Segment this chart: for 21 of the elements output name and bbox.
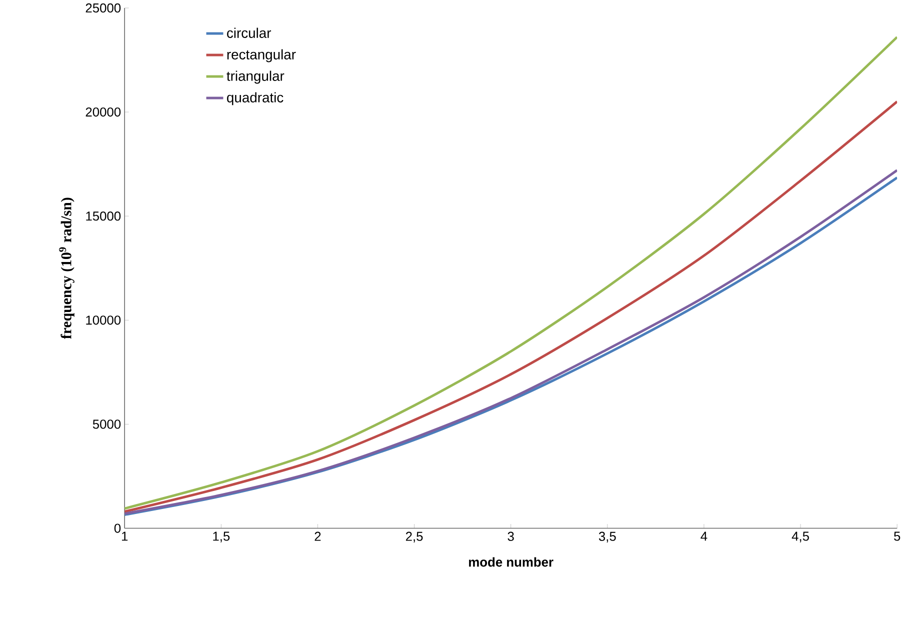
x-tick-label: 1 [122, 532, 128, 541]
x-axis-title: mode number [469, 557, 554, 567]
y-tick-label: 20000 [86, 107, 121, 117]
y-axis-title: frequency (10$^{9}$ rad/sn) [59, 198, 74, 340]
x-tick-label: 4 [700, 532, 708, 541]
y-tick-label: 15000 [86, 212, 121, 221]
x-tick-label: 3 [508, 532, 514, 541]
legend-label: circular [227, 28, 272, 38]
y-tick-label: 10000 [86, 316, 121, 325]
legend-label: quadratic [227, 92, 284, 106]
legend-label: triangular [226, 70, 284, 84]
y-tick-label: 5000 [92, 420, 121, 429]
x-tick-label: 4,5 [792, 532, 809, 542]
x-tick-label: 5 [894, 532, 900, 541]
y-tick-label: 0 [114, 524, 121, 533]
y-tick-label: 25000 [86, 3, 121, 13]
x-tick-label: 1,5 [213, 532, 230, 542]
x-tick-label: 2,5 [406, 532, 423, 542]
x-tick-label: 2 [314, 532, 321, 541]
x-tick-label: 3,5 [598, 532, 616, 542]
legend-label: rectangular [227, 49, 296, 62]
